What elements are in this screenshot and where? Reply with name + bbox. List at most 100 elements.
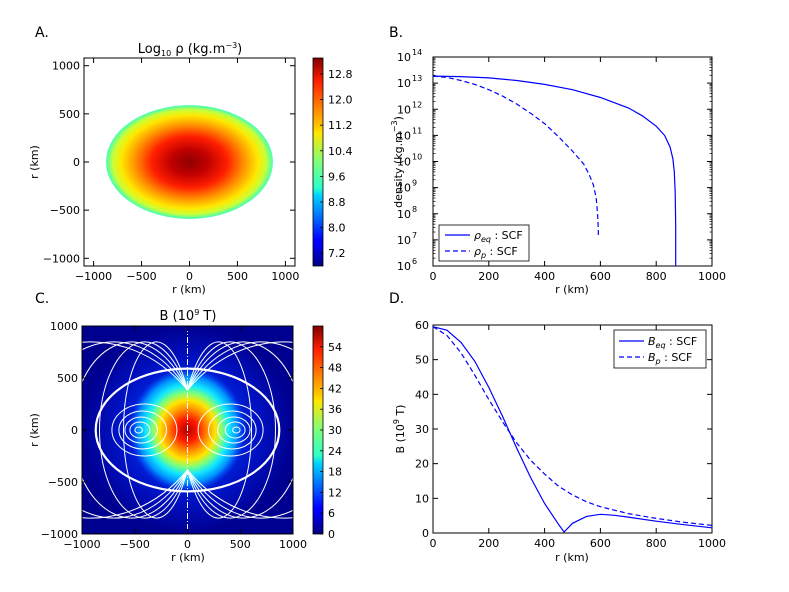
panel-label-d: D.: [389, 291, 404, 307]
panel-d-ytick-label: 10: [415, 492, 429, 505]
panel-c-ytick-label: −1000: [41, 528, 78, 541]
field-line-open: [187, 341, 293, 519]
panel-d-xtick-label: 0: [430, 537, 437, 550]
panel-d-ytick-label: 50: [415, 354, 429, 367]
panel-c-xtick-label: 1000: [279, 538, 307, 551]
panel-b-ytick-exponent: 12: [412, 100, 422, 109]
panel-a-xtick-label: 0: [186, 270, 193, 283]
panel-c-ytick-label: 0: [71, 424, 78, 437]
panel-c-ytick-label: −500: [48, 476, 78, 489]
legend-d-label-1: Beq : SCF: [648, 335, 697, 350]
colorbar-c-tick-label: 48: [328, 362, 342, 375]
field-line-loop: [111, 403, 178, 457]
colorbar-a: [312, 57, 324, 267]
panel-a-title: Log10 ρ (kg.m−3): [138, 41, 242, 58]
colorbar-c-tick-label: 54: [328, 341, 342, 354]
panel-b-series-rho-eq: [432, 75, 677, 266]
panel-a-xtick-label: 500: [227, 270, 248, 283]
panel-b-xtick-label: 0: [430, 270, 437, 283]
panel-d-xtick-label: 1000: [698, 537, 726, 550]
colorbar-c-tick-label: 0: [328, 528, 335, 541]
panel-b-legend: ρeq : SCF ρp : SCF: [438, 224, 530, 262]
panel-c-xtick-label: 500: [230, 538, 251, 551]
field-line-open: [82, 341, 188, 519]
colorbar-a-tick-label: 7.2: [328, 247, 346, 260]
panel-a-ytick-label: 1000: [52, 60, 80, 73]
panel-d-xtick-label: 400: [534, 537, 555, 550]
panel-label-c: C.: [35, 291, 49, 307]
panel-a-ytick-label: 0: [73, 156, 80, 169]
panel-c-title: B (109 T): [160, 308, 217, 324]
panel-a-ytick-label: 500: [59, 108, 80, 121]
panel-d-series-b-p: [432, 326, 713, 526]
panel-a: Log10 ρ (kg.m−3) −1000 −500 0 500 1000 1000 50…: [28, 41, 353, 296]
panel-d-ytick-label: 30: [415, 423, 429, 436]
field-line-loop: [134, 426, 143, 434]
panel-b-ytick-label: 10: [397, 103, 411, 116]
colorbar-c-tick-label: 24: [328, 445, 342, 458]
panel-b-ytick-label: 10: [397, 77, 411, 90]
panel-b-ytick-exponent: 8: [412, 205, 417, 214]
field-line-loop: [118, 410, 167, 450]
panel-b-ylabel: density (kg.m−3): [390, 116, 405, 208]
colorbar-a-tick-label: 12.0: [328, 94, 353, 107]
panel-c-xlabel: r (km): [171, 551, 205, 564]
field-line-open: [187, 341, 293, 519]
panel-b-series-rho-p: [432, 75, 599, 238]
panel-d-xlabel: r (km): [555, 551, 589, 564]
panel-c-xtick-label: −500: [120, 538, 150, 551]
panel-b-ytick-exponent: 6: [412, 257, 417, 266]
panel-b-ytick-exponent: 10: [412, 153, 422, 162]
panel-c-xtick-label: 0: [184, 538, 191, 551]
panel-a-xtick-label: 1000: [271, 270, 299, 283]
panel-c-xtick-label: −1000: [63, 538, 100, 551]
panel-d-series-b-eq: [432, 326, 713, 533]
field-line-loop: [217, 416, 251, 444]
colorbar-c-tick-label: 30: [328, 424, 342, 437]
field-line-loop: [208, 410, 257, 450]
colorbar-a-tick-label: 9.6: [328, 170, 346, 183]
panel-b-ytick-label: 10: [397, 129, 411, 142]
panel-c: B (109 T) −1000 −500 0 500 1000 1000 500 0 −500 −…: [28, 308, 342, 564]
panel-b-ytick-label: 10: [397, 234, 411, 247]
panel-b-ytick-label: 10: [397, 208, 411, 221]
panel-d-ytick-label: 0: [422, 527, 429, 540]
colorbar-c-tick-label: 18: [328, 466, 342, 479]
colorbar-c-tick-label: 42: [328, 382, 342, 395]
panel-b-ytick-label: 10: [397, 182, 411, 195]
panel-b-xtick-label: 800: [646, 270, 667, 283]
field-line-loop: [129, 421, 151, 439]
panel-b-ytick-exponent: 13: [412, 74, 422, 83]
field-lines: [82, 341, 293, 519]
panel-d-ytick-label: 60: [415, 319, 429, 332]
legend-b-label-2: ρp : SCF: [474, 245, 518, 260]
panel-d-legend: Beq : SCF Bp : SCF: [613, 329, 707, 369]
colorbar-c-tick-label: 6: [328, 507, 335, 520]
panel-b-xlabel: r (km): [555, 283, 589, 296]
panel-b-xtick-label: 600: [590, 270, 611, 283]
field-line-open: [187, 341, 293, 519]
legend-d-label-2: Bp : SCF: [648, 351, 692, 366]
field-line-loop: [124, 416, 158, 444]
field-line-open: [82, 341, 188, 519]
panel-b-xtick-label: 200: [478, 270, 499, 283]
colorbar-a-tick-label: 11.2: [328, 119, 353, 132]
star-surface-outline: [94, 367, 281, 493]
field-line-open: [122, 341, 188, 519]
panel-d-xtick-label: 200: [478, 537, 499, 550]
panel-d-ylabel: B (109 T): [392, 405, 407, 454]
panel-a-ytick-label: −500: [50, 204, 80, 217]
panel-b-ytick-exponent: 7: [412, 231, 417, 240]
colorbar-a-tick-label: 10.4: [328, 145, 353, 158]
panel-a-xlabel: r (km): [172, 283, 206, 296]
field-line-open: [187, 341, 253, 519]
legend-b-label-1: ρeq : SCF: [474, 229, 523, 244]
panel-a-ytick-label: −1000: [43, 252, 80, 265]
panel-b-ytick-exponent: 9: [412, 179, 417, 188]
colorbar-a-tick-label: 12.8: [328, 68, 353, 81]
panel-b-ytick-exponent: 14: [412, 48, 422, 57]
colorbar-c-tick-label: 36: [328, 403, 342, 416]
colorbar-a-tick-label: 8.8: [328, 196, 346, 209]
